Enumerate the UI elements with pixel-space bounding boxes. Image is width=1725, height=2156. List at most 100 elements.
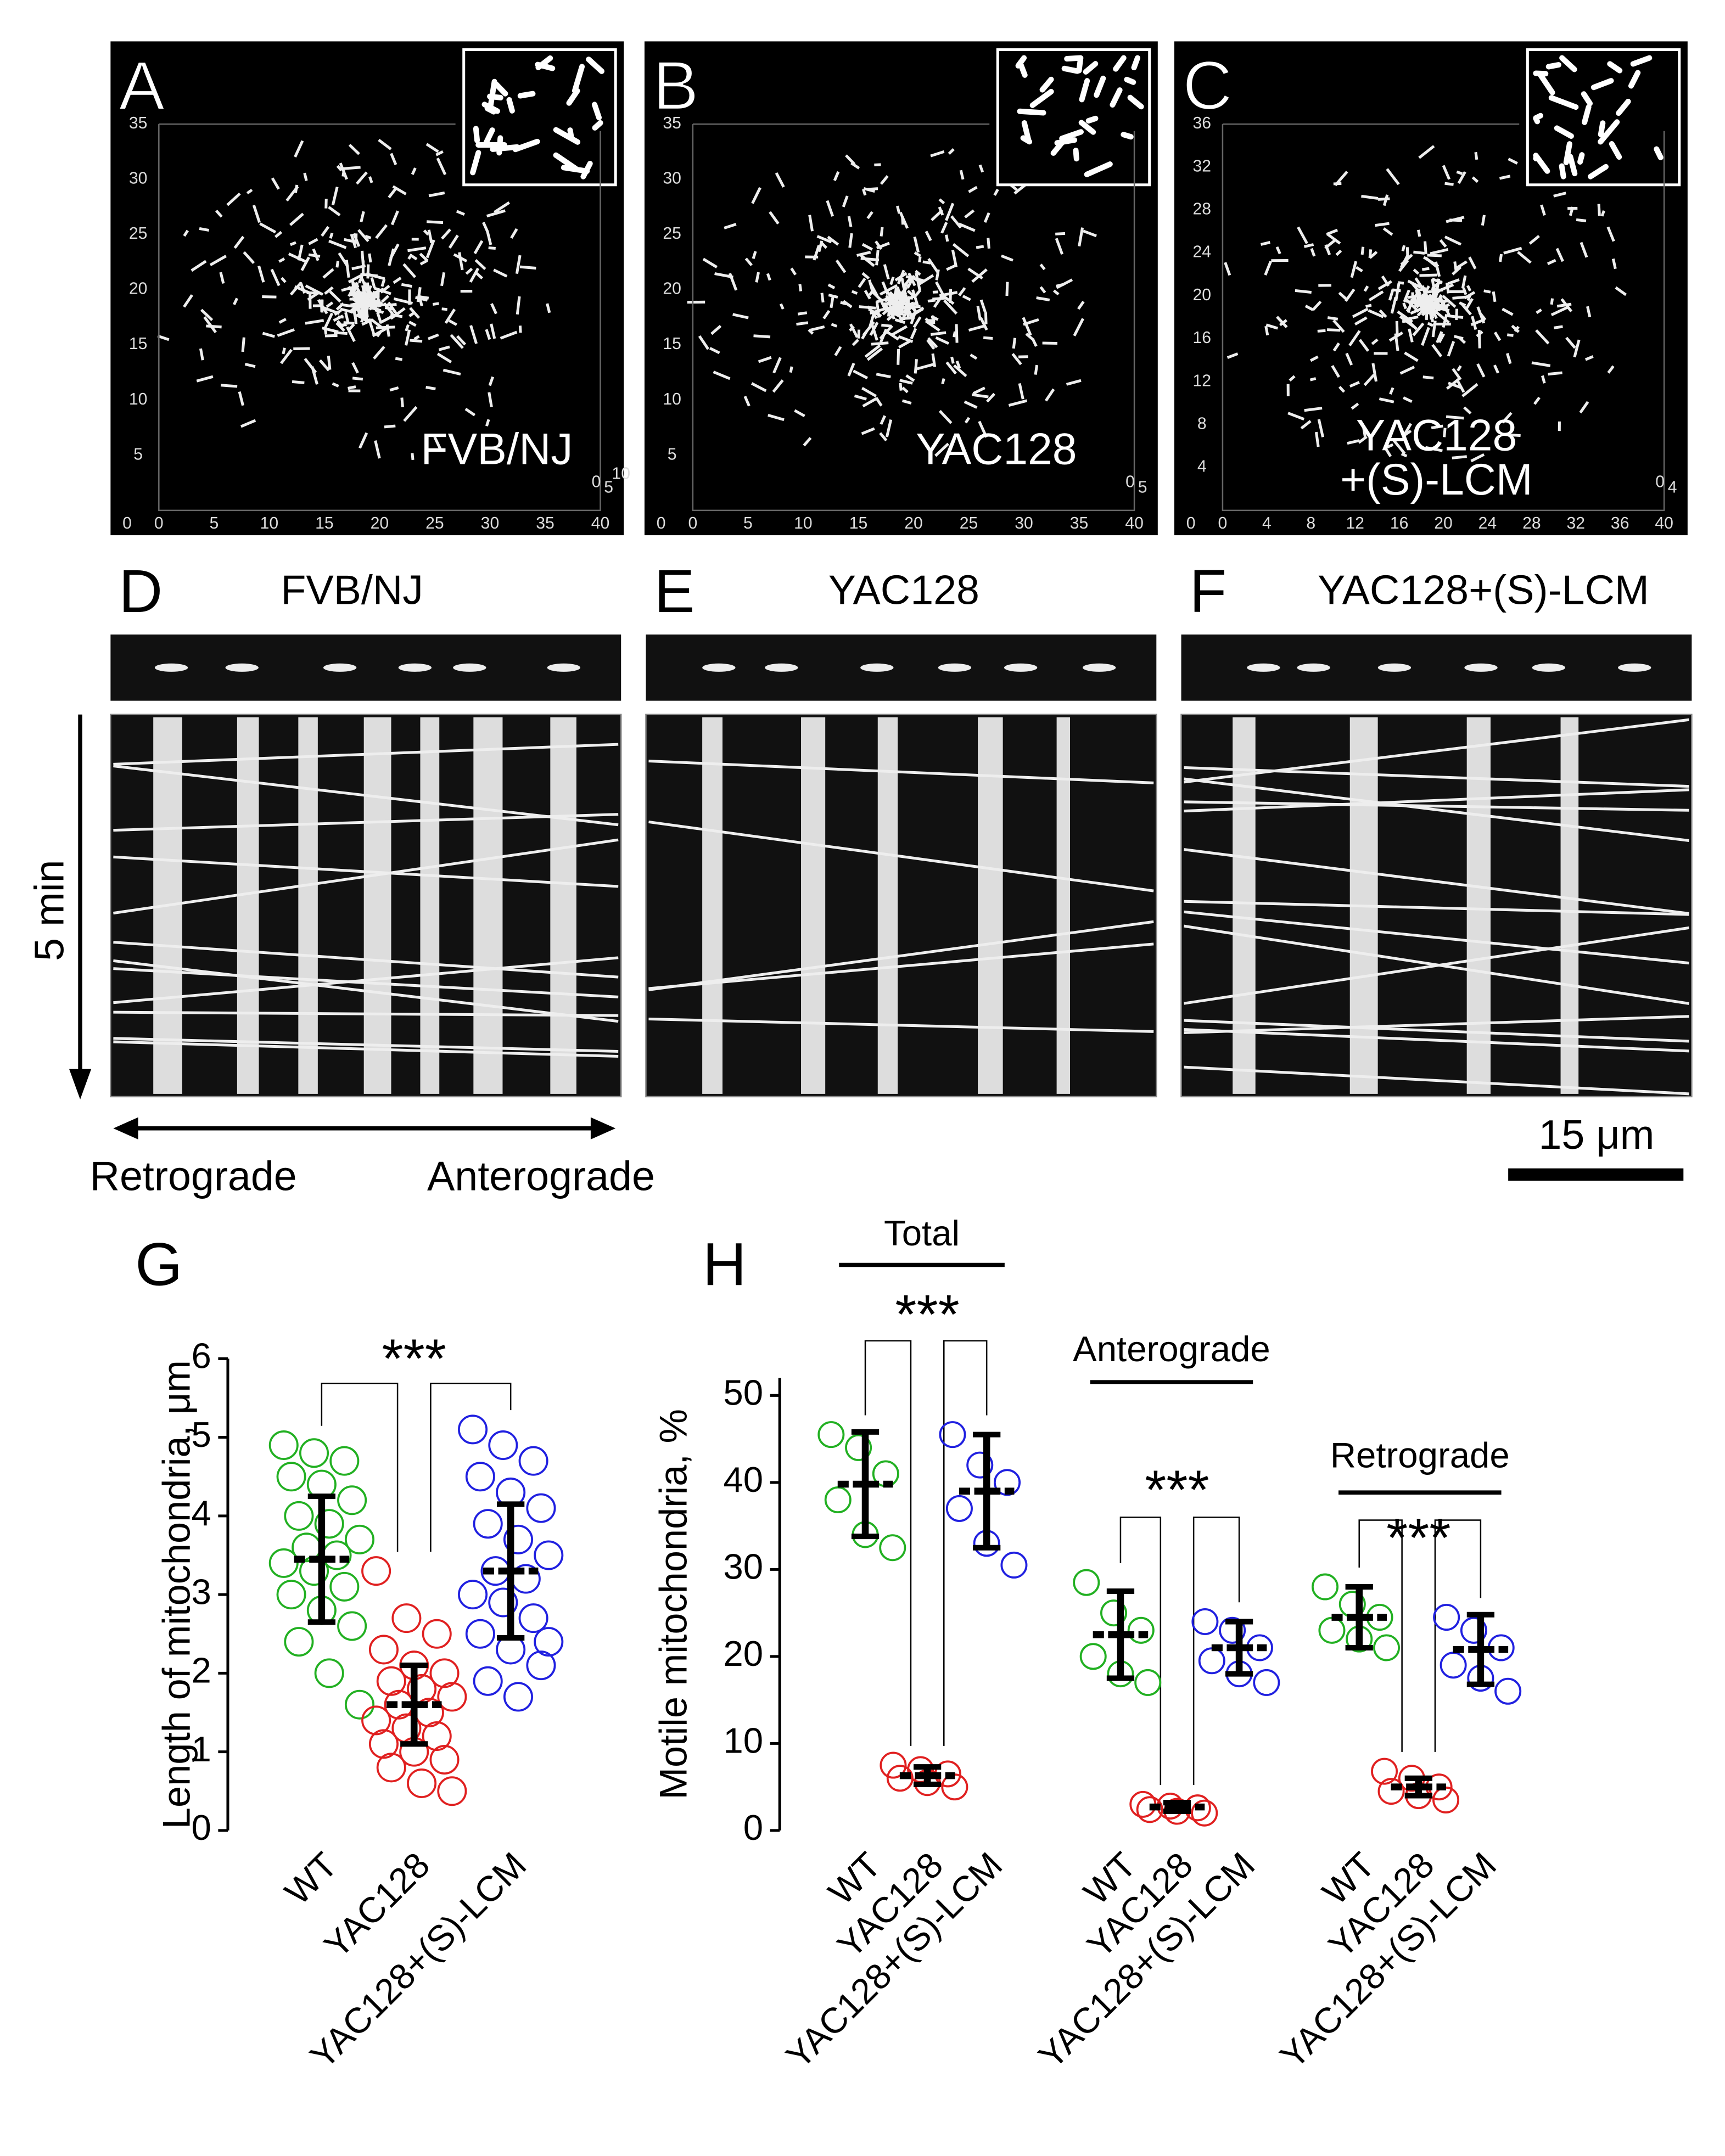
mito xyxy=(987,238,990,249)
x-tick-label: 20 xyxy=(904,514,923,532)
mito xyxy=(392,185,407,195)
mito xyxy=(935,336,950,345)
mito-spot xyxy=(1532,663,1565,672)
mito xyxy=(1536,308,1542,315)
bracket-line xyxy=(1192,1517,1240,1786)
mito xyxy=(886,330,899,341)
data-point xyxy=(422,1619,452,1649)
mito xyxy=(410,339,423,343)
mito xyxy=(925,231,932,242)
moving-track xyxy=(113,855,619,888)
mito xyxy=(277,328,295,337)
mito xyxy=(1402,302,1408,310)
mito xyxy=(367,318,376,336)
y-tick-label: 5 xyxy=(133,445,143,463)
mito xyxy=(1554,125,1574,139)
data-point xyxy=(1433,1604,1460,1631)
mito xyxy=(849,323,859,338)
mito xyxy=(1428,302,1438,319)
kymograph-title: FVB/NJ xyxy=(281,567,423,613)
mito xyxy=(1013,184,1026,195)
mito xyxy=(368,253,372,263)
mito xyxy=(348,385,356,390)
mito xyxy=(848,233,853,248)
mito xyxy=(835,259,847,273)
mito xyxy=(357,229,369,243)
mito xyxy=(426,220,444,224)
x-tick-label: 0 xyxy=(154,514,164,532)
mito xyxy=(1471,176,1479,183)
mito xyxy=(1437,283,1454,293)
mito xyxy=(1410,306,1426,315)
stationary-track xyxy=(1466,717,1491,1094)
micrograph-texture xyxy=(687,148,1097,457)
mito xyxy=(901,274,914,289)
mito xyxy=(1018,383,1024,400)
panel-letter: H xyxy=(703,1231,747,1298)
mito xyxy=(840,301,847,306)
mito-spot xyxy=(154,663,188,672)
mito xyxy=(1419,273,1438,277)
mito-spot xyxy=(860,663,894,672)
mito xyxy=(880,415,886,425)
mito xyxy=(405,329,411,346)
mito xyxy=(772,357,782,374)
mito xyxy=(1333,182,1342,186)
mito xyxy=(393,277,402,284)
mito xyxy=(861,272,870,280)
mito xyxy=(1324,244,1331,256)
data-point xyxy=(437,1776,467,1806)
data-point xyxy=(337,1611,367,1641)
mito xyxy=(946,264,956,271)
mito xyxy=(535,55,553,70)
mito-spot xyxy=(1464,663,1498,672)
mito xyxy=(751,187,761,204)
mito xyxy=(262,332,275,338)
mito xyxy=(1468,256,1477,270)
mito xyxy=(321,226,330,237)
mito xyxy=(1442,295,1457,308)
y-tick-label: 12 xyxy=(1192,372,1211,390)
mito xyxy=(369,300,382,307)
x-tick-label: 25 xyxy=(425,514,444,532)
mito xyxy=(1407,279,1421,289)
mito xyxy=(1600,210,1605,217)
data-point xyxy=(526,1650,556,1681)
mito xyxy=(482,222,489,233)
mito xyxy=(1470,453,1485,463)
mito xyxy=(395,357,403,361)
scale-label: 15 μm xyxy=(1538,1111,1654,1158)
mito xyxy=(450,334,464,349)
x-tick-label: 32 xyxy=(1567,514,1586,532)
x-tick-label: 28 xyxy=(1522,514,1541,532)
data-point xyxy=(886,1765,914,1792)
mito xyxy=(379,315,394,324)
y-tick-label: 28 xyxy=(1192,200,1211,218)
x-tick-label: 36 xyxy=(1611,514,1629,532)
mito xyxy=(1446,216,1465,223)
mito xyxy=(1368,249,1373,259)
mito xyxy=(1066,379,1082,386)
mito xyxy=(1054,137,1078,146)
mito xyxy=(967,267,983,280)
data-point xyxy=(518,1446,548,1476)
mito xyxy=(752,251,757,259)
bracket-line xyxy=(943,1340,988,1746)
moving-track xyxy=(1184,777,1689,842)
data-point xyxy=(488,1587,518,1618)
y-tick-label: 0 xyxy=(743,1807,763,1848)
inset xyxy=(462,48,617,187)
mito xyxy=(895,305,907,310)
mito xyxy=(322,268,334,279)
mito xyxy=(1371,338,1379,345)
mito xyxy=(945,234,949,242)
mito xyxy=(233,297,239,306)
y-tick-label: 24 xyxy=(1192,243,1211,261)
mito xyxy=(1390,296,1397,314)
x-tick-label: 40 xyxy=(1125,514,1144,532)
mito xyxy=(862,188,867,196)
mito xyxy=(1078,120,1096,135)
mito xyxy=(1445,282,1450,294)
mito xyxy=(978,420,988,438)
data-point xyxy=(368,1635,399,1665)
